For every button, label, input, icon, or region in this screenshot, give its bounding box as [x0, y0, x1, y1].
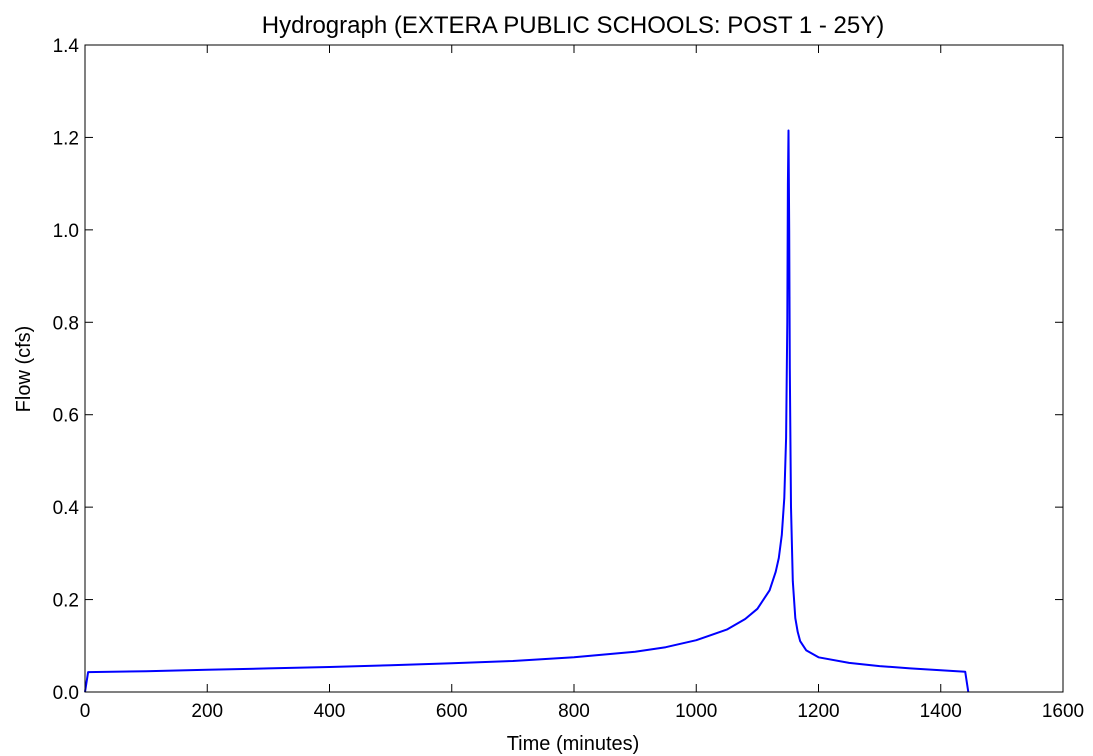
x-tick-label: 1200 — [797, 701, 839, 722]
y-tick-label: 1.2 — [53, 128, 79, 149]
series-layer — [84, 129, 970, 693]
y-tick-label: 0.4 — [53, 498, 80, 519]
x-tick-label: 200 — [191, 701, 223, 722]
y-tick-label: 0.2 — [53, 591, 79, 612]
y-tick-label: 1.0 — [53, 221, 79, 242]
y-tick-label: 1.4 — [53, 36, 80, 57]
x-tick-label: 400 — [314, 701, 346, 722]
flow-series-line — [84, 129, 970, 693]
y-tick-label: 0.0 — [53, 683, 79, 704]
x-axis-label: Time (minutes) — [507, 733, 640, 755]
x-tick-label: 800 — [558, 701, 590, 722]
y-tick-label: 0.6 — [53, 406, 79, 427]
tick-layer: 0 200 400 600 800 1000 1200 1400 1600 0.0 0.2 0.4 0.… — [53, 36, 1085, 722]
y-tick-label: 0.8 — [53, 313, 79, 334]
y-axis-label: Flow (cfs) — [13, 326, 35, 413]
x-tick-label: 600 — [436, 701, 468, 722]
x-tick-label: 1000 — [675, 701, 717, 722]
plot-frame — [84, 44, 1064, 693]
x-tick-label: 1600 — [1042, 701, 1084, 722]
x-tick-label: 0 — [80, 701, 91, 722]
chart-title: Hydrograph (EXTERA PUBLIC SCHOOLS: POST … — [262, 12, 884, 39]
x-tick-label: 1400 — [920, 701, 962, 722]
